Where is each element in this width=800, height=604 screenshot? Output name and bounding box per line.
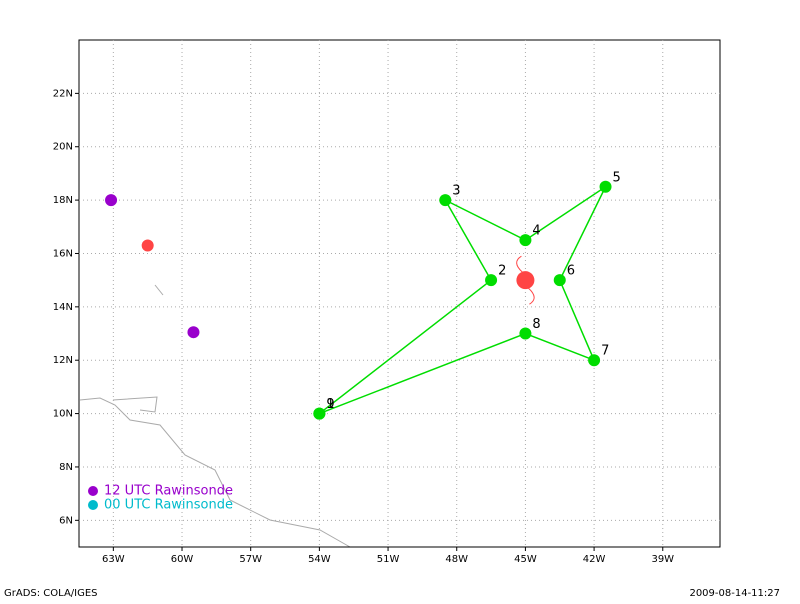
footer-left: GrADS: COLA/IGES — [4, 588, 98, 599]
drop-point — [553, 274, 566, 287]
x-tick-label: 42W — [583, 554, 606, 565]
y-tick-label: 6N — [59, 515, 73, 526]
legend-label: 12 UTC Rawinsonde — [104, 484, 233, 499]
rawinsonde — [105, 194, 118, 207]
point-label: 4 — [532, 224, 540, 239]
legend-swatch — [88, 486, 98, 496]
drop-point — [439, 194, 452, 207]
x-tick-label: 45W — [514, 554, 537, 565]
y-tick-label: 14N — [53, 302, 73, 313]
y-tick-label: 22N — [53, 88, 73, 99]
storm-center — [516, 271, 535, 290]
point-label: 5 — [613, 170, 621, 185]
y-tick-label: 16N — [53, 248, 73, 259]
y-tick-label: 20N — [53, 142, 73, 153]
y-tick-label: 8N — [59, 462, 73, 473]
y-tick-label: 12N — [53, 355, 73, 366]
x-tick-label: 48W — [445, 554, 468, 565]
legend-swatch — [88, 500, 98, 510]
drop-point — [485, 274, 498, 287]
x-tick-label: 60W — [171, 554, 194, 565]
legend-label: 00 UTC Rawinsonde — [104, 498, 233, 513]
point-label: 3 — [452, 184, 460, 199]
x-tick-label: 54W — [308, 554, 331, 565]
marker — [141, 239, 154, 252]
drop-point — [588, 354, 601, 367]
drop-point — [519, 327, 532, 340]
point-label: 2 — [498, 264, 506, 279]
y-tick-label: 10N — [53, 409, 73, 420]
x-tick-label: 57W — [239, 554, 262, 565]
drop-point — [313, 407, 326, 420]
x-tick-label: 51W — [377, 554, 400, 565]
point-label: 8 — [532, 317, 540, 332]
y-tick-label: 18N — [53, 195, 73, 206]
point-label: 6 — [567, 264, 575, 279]
drop-point — [519, 234, 532, 247]
point-label: 1 — [326, 397, 334, 412]
rawinsonde — [187, 326, 200, 339]
coastline — [79, 284, 351, 548]
x-tick-label: 39W — [651, 554, 674, 565]
frame — [78, 39, 721, 548]
footer-right: 2009-08-14-11:27 — [689, 588, 780, 599]
storm-symbol — [516, 255, 535, 305]
x-tick-label: 63W — [102, 554, 125, 565]
point-label: 9 — [326, 397, 334, 412]
drop-point — [599, 180, 612, 193]
point-label: 7 — [601, 344, 609, 359]
